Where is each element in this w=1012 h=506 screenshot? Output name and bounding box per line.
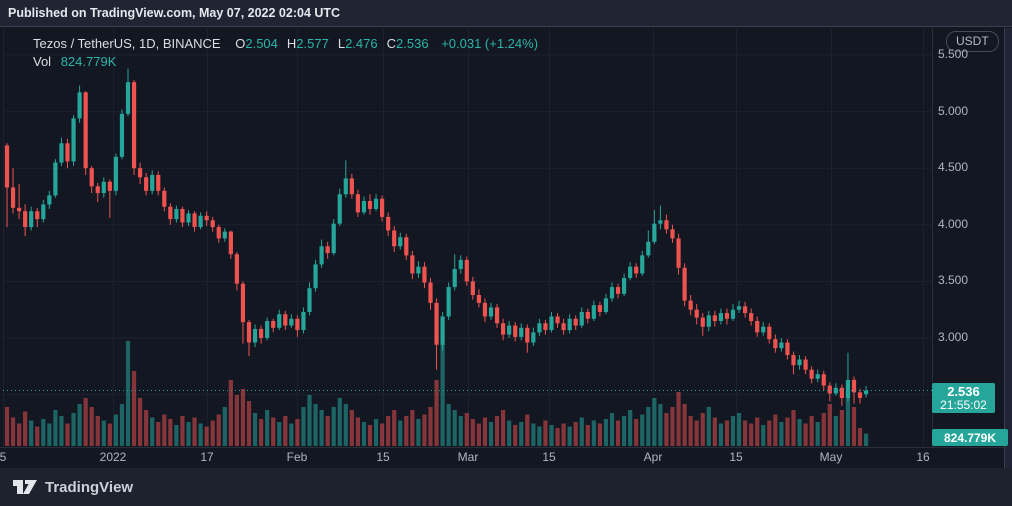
volume-axis-value: 824.779K [943,430,997,445]
price-tick-label: 3.500 [938,273,969,288]
price-tick-label: 5.000 [938,103,969,118]
tradingview-logo-icon[interactable] [12,478,38,496]
currency-toggle-pill[interactable]: USDT [946,31,999,52]
time-tick-label: 15 [542,450,556,464]
time-tick-label: 2022 [99,450,127,464]
symbol-title[interactable]: Tezos / TetherUS, 1D, BINANCE [33,36,221,51]
price-tick-label: 4.000 [938,216,969,231]
ohlc-pair: L2.476 [337,36,378,51]
time-tick-label: 5 [0,450,7,464]
last-price-value: 2.536 [947,383,980,399]
time-tick-label: Apr [643,450,663,464]
legend-row-main: Tezos / TetherUS, 1D, BINANCE O2.504 H2.5… [33,35,538,53]
price-tick-label: 5.500 [938,47,969,61]
price-tick-label: 3.000 [938,330,969,344]
price-tick-label: 4.500 [938,160,969,175]
ohlc-pair: O2.504 [235,36,278,51]
time-tick-label: 15 [376,450,390,464]
change-value: +0.031 (+1.24%) [441,36,539,51]
time-tick-label: Mar [457,450,479,464]
symbol-legend[interactable]: Tezos / TetherUS, 1D, BINANCE O2.504 H2.5… [33,35,538,71]
ohlc-pair: C2.536 [386,36,429,51]
volume-label: Vol [33,54,52,69]
published-bar: Published on TradingView.com, May 07, 20… [0,0,1012,27]
right-edge-strip [1004,28,1012,468]
bar-countdown: 21:55:02 [940,397,987,412]
legend-row-volume: Vol 824.779K [33,53,538,71]
volume-value: 824.779K [60,54,117,69]
last-price-badge: 2.536 21:55:02 [932,382,995,413]
time-tick-label: Feb [286,450,308,464]
volume-axis-badge: 824.779K [932,429,1008,446]
ohlc-pair: H2.577 [286,36,329,51]
tradingview-brand-text[interactable]: TradingView [45,478,134,496]
time-tick-label: 15 [729,450,743,464]
footer-bar: TradingView [0,468,1012,506]
time-tick-label: 17 [200,450,214,464]
time-tick-label: 16 [916,450,930,464]
published-text: Published on TradingView.com, May 07, 20… [8,6,341,20]
time-tick-label: May [819,450,843,464]
ohlc-values: O2.504 H2.577 L2.476 C2.536 [226,36,428,51]
